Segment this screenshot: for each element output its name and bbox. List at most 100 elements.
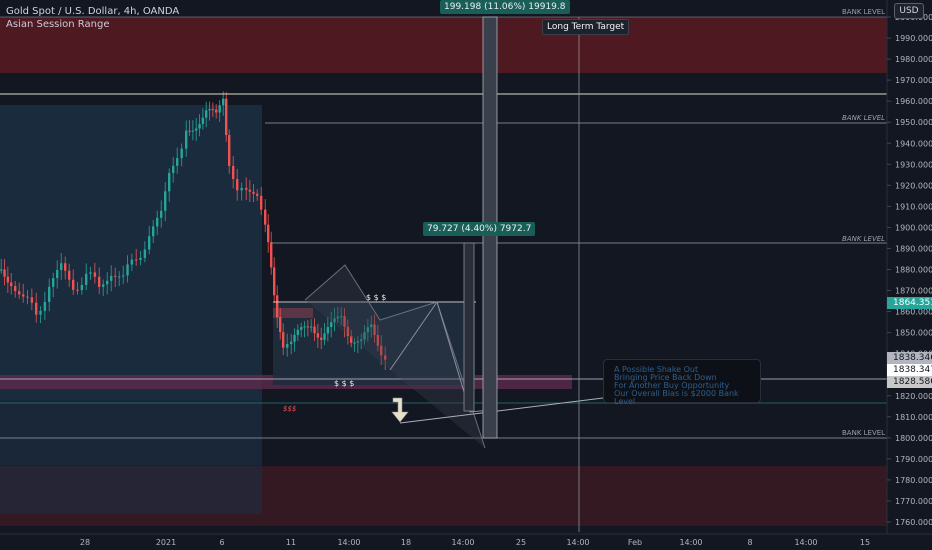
currency-button[interactable]: USD: [894, 3, 924, 19]
candle-body: [176, 158, 179, 166]
time-axis[interactable]: [0, 534, 932, 550]
candle-body: [286, 344, 289, 348]
candle-body: [93, 272, 97, 277]
candle-body: [205, 110, 208, 118]
price-tick-label: 1860.000: [895, 308, 932, 317]
time-tick-label: 8: [747, 538, 752, 547]
liquidity-label-lower: $ $ $: [334, 379, 355, 388]
candle-body: [350, 335, 353, 343]
projection-zigzag-grey: [304, 264, 486, 449]
time-tick-label: 14:00: [794, 538, 817, 547]
candle-body: [296, 329, 300, 335]
price-axis[interactable]: [887, 0, 932, 534]
price-tick-label: 1920.000: [895, 181, 932, 190]
annotation-note: A Possible Shake Out Bringing Price Back…: [603, 359, 761, 406]
measure-bar-small: [463, 242, 475, 412]
candle-body: [380, 345, 383, 356]
long-term-target-label: Long Term Target: [542, 19, 630, 35]
candle-body: [168, 173, 171, 192]
bank-level-label-1893: BANK LEVEL: [842, 235, 886, 243]
note-line-4: Our Overall Bias is $2000 Bank Level: [614, 389, 739, 406]
price-tick-label: 1950.000: [895, 118, 932, 127]
candle-body: [180, 148, 183, 159]
bank-level-label-2000: BANK LEVEL: [842, 8, 886, 16]
price-tick-label: 1870.000: [895, 287, 932, 296]
candle-body: [164, 191, 167, 211]
price-tick-label: 1800.000: [895, 434, 932, 443]
price-tick-label: 1990.000: [895, 34, 932, 43]
time-tick-label: 28: [80, 538, 90, 547]
price-tick-label: 1930.000: [895, 160, 932, 169]
candle-body: [228, 135, 231, 166]
candle-body: [118, 276, 121, 278]
candle-body: [215, 109, 218, 113]
indicator-label[interactable]: Asian Session Range: [6, 19, 110, 30]
candle-body: [376, 335, 380, 346]
price-tick-label: 1900.000: [895, 223, 932, 232]
candle-body: [370, 324, 373, 328]
price-tick-label: 1940.000: [895, 139, 932, 148]
price-label-1838-347: 1838.347: [887, 364, 932, 376]
candle-body: [260, 195, 263, 210]
candle-body: [225, 98, 228, 136]
time-tick-label: 14:00: [337, 538, 360, 547]
candle-body: [201, 117, 205, 125]
note-line-3: For Another Buy Opportunity: [614, 381, 730, 390]
supply-zone-top: [0, 17, 887, 73]
candle-body: [310, 326, 313, 328]
candle-body: [43, 301, 47, 311]
candle-body: [52, 278, 55, 287]
candle-body: [85, 273, 88, 285]
candle-body: [222, 98, 225, 106]
note-line-1: A Possible Shake Out: [614, 365, 699, 374]
candle-body: [191, 130, 195, 132]
time-tick-label: 15: [860, 538, 870, 547]
candle-body: [172, 165, 175, 174]
candle-body: [68, 270, 71, 280]
session-box-lower: [0, 400, 262, 514]
candle-body: [248, 189, 252, 192]
projection-path: [389, 300, 491, 413]
bank-level-label-1800: BANK LEVEL: [842, 429, 886, 437]
candle-body: [114, 275, 117, 277]
candle-body: [267, 224, 270, 243]
candle-body: [366, 327, 370, 333]
candle-body: [122, 275, 125, 277]
candle-body: [323, 333, 326, 340]
symbol-title[interactable]: Gold Spot / U.S. Dollar, 4h, OANDA: [6, 6, 180, 17]
candle-body: [340, 316, 343, 318]
price-label-current: 1864.351: [887, 297, 932, 309]
candle-body: [156, 217, 159, 227]
candle-body: [300, 327, 303, 330]
candle-body: [218, 105, 221, 113]
candle-body: [282, 332, 285, 348]
bank-level-label-1950: BANK LEVEL: [842, 114, 886, 122]
price-tick-label: 1970.000: [895, 76, 932, 85]
candle-body: [60, 263, 63, 270]
candle-body: [373, 324, 376, 336]
price-tick-label: 1960.000: [895, 97, 932, 106]
liquidity-label-upper: $ $ $: [366, 293, 387, 302]
candle-body: [35, 302, 38, 315]
liquidity-label-red: $$$: [283, 405, 297, 413]
candle-body: [76, 289, 79, 291]
candle-body: [363, 332, 366, 340]
price-tick-label: 1820.000: [895, 392, 932, 401]
candle-body: [330, 322, 333, 328]
measure-tag-large: 199.198 (11.06%) 19919.8: [440, 0, 570, 14]
candle-body: [30, 297, 34, 303]
time-tick-label: 14:00: [566, 538, 589, 547]
candle-body: [252, 191, 255, 194]
price-tick-label: 1770.000: [895, 497, 932, 506]
down-arrow-icon: [391, 397, 409, 423]
candle-body: [18, 291, 21, 295]
candle-body: [384, 355, 387, 360]
candle-body: [64, 263, 67, 271]
candle-body: [80, 284, 84, 291]
candle-body: [0, 269, 3, 271]
candles: [0, 91, 387, 371]
candle-body: [208, 109, 211, 111]
price-tick-label: 1790.000: [895, 455, 932, 464]
candle-body: [98, 276, 101, 287]
